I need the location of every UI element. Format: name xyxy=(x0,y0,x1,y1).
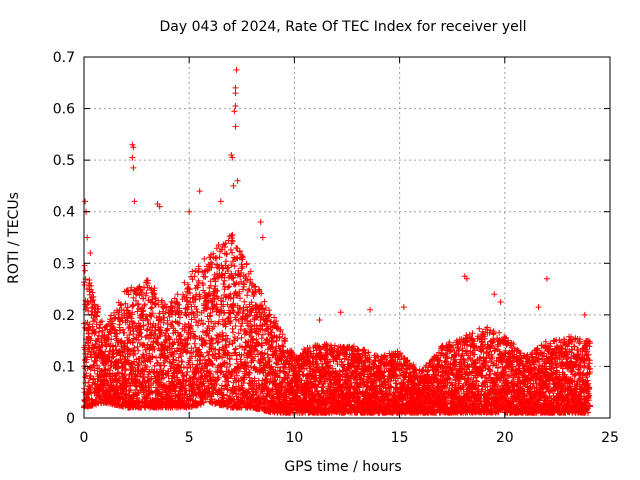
roti-point xyxy=(233,66,240,73)
roti-marker-cloud xyxy=(183,251,216,411)
tick-labels: 0 0.1 0.2 0.3 0.4 0.5 0.6 0.7 0 5 10 15 20 25 xyxy=(53,50,619,446)
roti-point xyxy=(337,309,344,316)
roti-marker-cloud xyxy=(234,248,266,412)
roti-point xyxy=(82,198,89,205)
x-tick-label: 25 xyxy=(601,430,619,446)
roti-point xyxy=(232,123,239,130)
x-tick-label: 0 xyxy=(80,430,89,446)
roti-point xyxy=(230,182,237,189)
y-tick-label: 0.1 xyxy=(53,359,75,375)
plot-frame xyxy=(83,56,611,419)
data-points xyxy=(80,66,593,416)
roti-marker-cloud xyxy=(513,342,545,416)
roti-point xyxy=(231,108,238,115)
roti-marker-cloud xyxy=(410,349,443,416)
roti-marker-cloud xyxy=(259,298,292,416)
roti-point xyxy=(130,164,137,171)
roti-point xyxy=(131,198,138,205)
roti-marker-cloud xyxy=(209,231,241,411)
roti-point xyxy=(87,250,94,256)
roti-marker-cloud xyxy=(157,279,190,411)
roti-marker-cloud xyxy=(336,343,368,416)
roti-point xyxy=(463,275,470,282)
roti-point xyxy=(543,275,550,282)
roti-point xyxy=(497,299,504,305)
roti-point xyxy=(130,144,137,151)
roti-point xyxy=(581,311,588,318)
x-tick-label: 5 xyxy=(185,430,194,446)
y-tick-label: 0.6 xyxy=(53,102,75,118)
roti-marker-cloud xyxy=(386,348,417,416)
y-tick-label: 0.5 xyxy=(53,153,75,169)
roti-point xyxy=(186,208,193,215)
roti-point xyxy=(257,219,264,225)
roti-marker-cloud xyxy=(488,328,520,416)
x-tick-label: 15 xyxy=(391,430,409,446)
y-tick-label: 0.2 xyxy=(53,308,75,324)
y-axis-label: ROTI / TECUs xyxy=(6,192,22,284)
roti-point xyxy=(84,234,91,241)
x-axis-label: GPS time / hours xyxy=(284,459,401,475)
y-tick-label: 0.7 xyxy=(53,50,75,66)
y-tick-label: 0.3 xyxy=(53,256,75,272)
y-tick-label: 0.4 xyxy=(53,205,75,221)
roti-point xyxy=(217,198,224,205)
roti-point xyxy=(259,234,266,241)
roti-marker-cloud xyxy=(131,277,164,411)
roti-point xyxy=(156,203,163,210)
roti-marker-cloud xyxy=(564,333,593,416)
roti-point xyxy=(129,154,136,161)
roti-point xyxy=(232,90,239,97)
roti-point xyxy=(232,84,239,91)
roti-marker-cloud xyxy=(436,336,468,416)
roti-point xyxy=(491,291,498,298)
roti-point xyxy=(229,154,236,161)
roti-point xyxy=(316,317,323,323)
roti-marker-cloud xyxy=(461,324,495,416)
roti-point xyxy=(535,304,542,311)
roti-point xyxy=(228,152,235,158)
roti-marker-cloud xyxy=(106,284,138,411)
roti-point xyxy=(232,103,239,109)
roti-marker-cloud xyxy=(285,344,317,416)
roti-point xyxy=(234,177,241,184)
roti-marker-cloud xyxy=(310,341,343,416)
roti-point xyxy=(400,304,407,311)
y-tick-label: 0 xyxy=(66,411,75,427)
x-tick-label: 20 xyxy=(496,430,514,446)
chart-title: Day 043 of 2024, Rate Of TEC Index for r… xyxy=(159,19,526,35)
axis-ticks xyxy=(83,56,611,419)
x-tick-label: 10 xyxy=(285,430,303,446)
roti-point xyxy=(367,306,374,313)
roti-point xyxy=(196,188,203,195)
roti-marker-cloud xyxy=(539,336,571,416)
